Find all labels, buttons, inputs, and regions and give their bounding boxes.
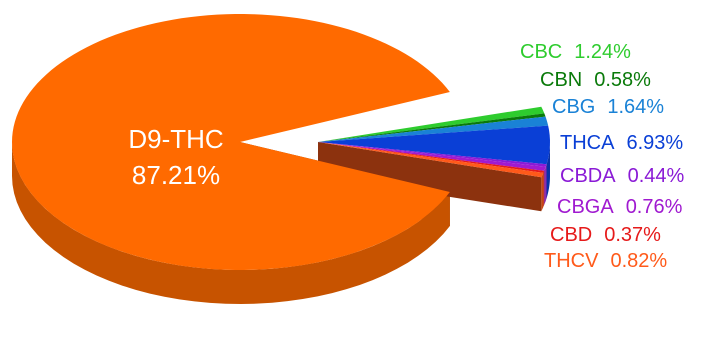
- slice-label-d9-thc: D9-THC: [128, 124, 223, 154]
- slice-name-cbda: CBDA: [560, 165, 616, 187]
- slice-value-cbg: 1.64%: [607, 96, 664, 118]
- slice-name-cbn: CBN: [540, 69, 582, 91]
- slice-name-cbd: CBD: [550, 224, 592, 246]
- slice-name-cbga: CBGA: [557, 196, 614, 218]
- slice-value-d9-thc: 87.21%: [132, 160, 220, 190]
- slice-thcv: [318, 142, 544, 178]
- slice-name-thca: THCA: [560, 132, 615, 154]
- slice-name-cbg: CBG: [552, 96, 595, 118]
- slice-value-cbd: 0.37%: [604, 224, 661, 246]
- slice-cbc: [318, 106, 545, 142]
- slice-value-thca: 6.93%: [626, 132, 683, 154]
- slice-cbda: [318, 142, 547, 167]
- slice-thca: [318, 125, 550, 165]
- slice-label-cbg: CBG 1.64%: [552, 96, 664, 118]
- slice-cbg: [318, 116, 549, 142]
- slice-label-thca: THCA 6.93%: [560, 132, 683, 154]
- slice-d9-thc: [12, 14, 450, 270]
- slice-label-cbda: CBDA 0.44%: [560, 165, 685, 187]
- slice-side-thca: [546, 142, 550, 199]
- slice-name-thcv: THCV: [544, 250, 599, 272]
- slice-side-cbda: [545, 164, 547, 201]
- slice-value-cbn: 0.58%: [594, 69, 651, 91]
- slice-cbd: [318, 142, 545, 173]
- slice-side-thcv: [541, 172, 544, 212]
- slice-value-cbc: 1.24%: [574, 41, 631, 63]
- pie-tops: [12, 14, 550, 270]
- slice-label-thcv: THCV 0.82%: [544, 250, 667, 272]
- slice-value-cbda: 0.44%: [628, 165, 685, 187]
- slice-side-cbga: [544, 166, 546, 205]
- slice-side-thcv-cut: [318, 142, 542, 212]
- slice-name-cbc: CBC: [520, 41, 562, 63]
- slice-label-cbga: CBGA 0.76%: [557, 196, 683, 218]
- slice-cbn: [318, 113, 546, 142]
- pie-labels: D9-THC 87.21% CBC 1.24% CBN 0.58% CBG 1.64% THCA…: [128, 41, 684, 272]
- slice-label-cbd: CBD 0.37%: [550, 224, 661, 246]
- slice-cbga: [318, 142, 546, 171]
- slice-value-thcv: 0.82%: [610, 250, 667, 272]
- slice-label-cbc: CBC 1.24%: [520, 41, 631, 63]
- slice-value-cbga: 0.76%: [626, 196, 683, 218]
- slice-label-cbn: CBN 0.58%: [540, 69, 651, 91]
- slice-side-cbd: [543, 170, 545, 207]
- slice-side-d9-thc: [12, 142, 450, 304]
